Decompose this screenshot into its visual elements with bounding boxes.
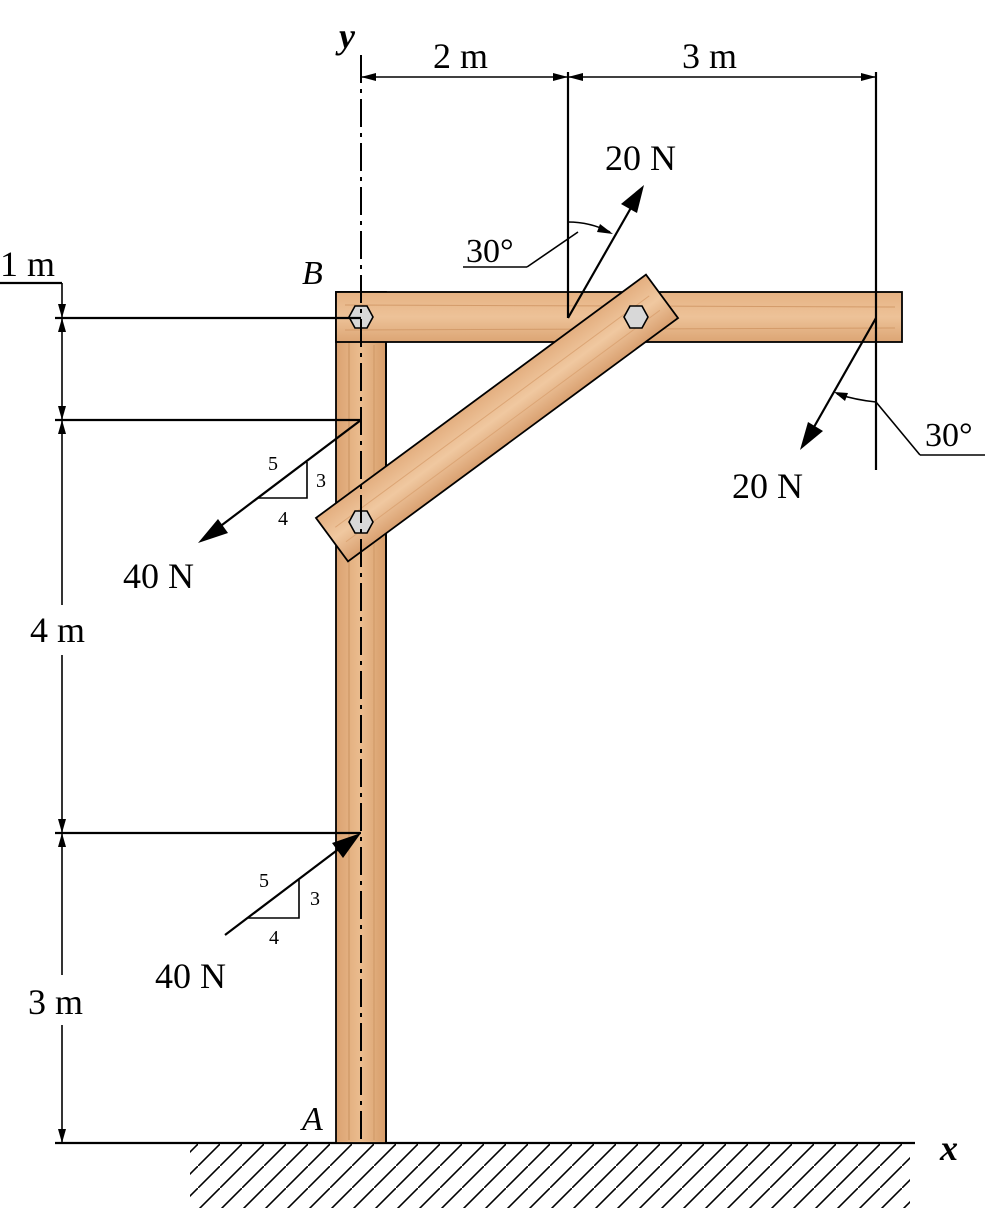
x-axis-label: x	[939, 1128, 958, 1168]
angle-label-right: 30°	[925, 417, 973, 454]
brace-grain	[335, 295, 650, 528]
slope-hyp-lower: 5	[259, 870, 269, 892]
arrowhead	[834, 392, 848, 401]
angle-leader	[526, 231, 579, 268]
dimension-label-3m-left: 3 m	[28, 982, 83, 1022]
brace-grain	[345, 309, 661, 543]
slope-run-upper: 4	[278, 508, 288, 530]
dimension-label-1m: 1 m	[0, 244, 55, 284]
arrowhead	[553, 73, 568, 81]
angle-leader	[875, 401, 921, 456]
slope-run-lower: 4	[269, 927, 279, 949]
arrowhead	[621, 185, 644, 213]
bolt-brace-top	[623, 305, 649, 329]
force-line	[224, 847, 341, 936]
arrowhead	[58, 318, 66, 332]
force-line	[567, 205, 633, 319]
arrowhead	[568, 73, 583, 81]
slope-triangle-lower	[248, 880, 300, 919]
arrowhead	[597, 224, 613, 234]
arrowhead	[800, 422, 823, 450]
top-dimensions	[361, 72, 878, 470]
angle-label-upper: 30°	[466, 233, 514, 270]
slope-hyp-upper: 5	[268, 453, 278, 475]
slope-rise-lower: 3	[310, 888, 320, 910]
dimension-label-2m: 2 m	[433, 36, 488, 76]
point-a-label: A	[300, 1101, 323, 1138]
ground-hatch	[190, 1143, 910, 1208]
force-upper-40n	[198, 419, 362, 543]
force-right-20n	[800, 317, 985, 456]
force-label-upper-20n: 20 N	[605, 138, 676, 178]
force-upper-20n	[463, 185, 644, 319]
ground	[55, 1141, 915, 1208]
arrowhead	[58, 406, 66, 420]
point-b-label: B	[302, 255, 323, 292]
force-label-right-20n: 20 N	[732, 466, 803, 506]
force-lower-40n	[224, 833, 361, 936]
arrowhead	[58, 420, 66, 434]
arrowhead	[332, 833, 361, 858]
brace-body	[314, 273, 680, 563]
arrowhead	[58, 1129, 66, 1143]
y-axis-label: y	[335, 16, 356, 56]
arrowhead	[58, 819, 66, 833]
force-line	[217, 419, 362, 529]
force-label-lower-40n: 40 N	[155, 956, 226, 996]
diagonal-brace	[314, 273, 680, 563]
dimension-label-3m: 3 m	[682, 36, 737, 76]
arrowhead	[198, 519, 228, 543]
dimension-label-4m: 4 m	[30, 610, 85, 650]
slope-triangle-upper	[257, 462, 308, 499]
arrowhead	[58, 304, 66, 318]
left-dimensions	[0, 281, 361, 1143]
slope-rise-upper: 3	[316, 470, 326, 492]
arrowhead	[58, 833, 66, 847]
arrowhead	[361, 73, 376, 81]
force-label-upper-40n: 40 N	[123, 556, 194, 596]
arrowhead	[861, 73, 876, 81]
force-line	[813, 317, 877, 428]
